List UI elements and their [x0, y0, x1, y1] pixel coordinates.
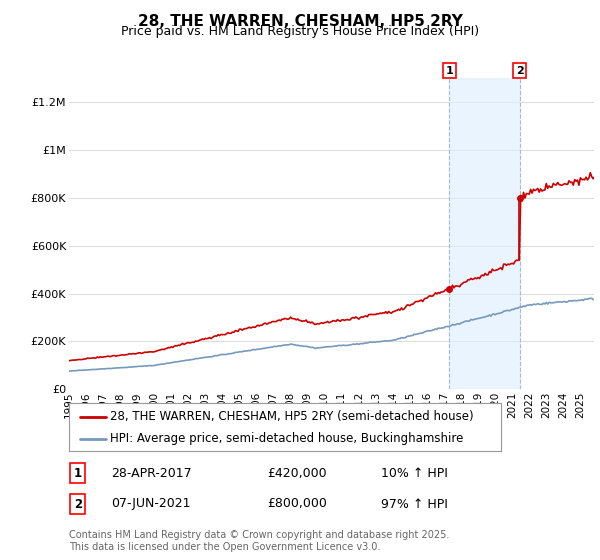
Text: 28-APR-2017: 28-APR-2017: [111, 466, 191, 480]
Text: 1: 1: [446, 66, 454, 76]
Text: 28, THE WARREN, CHESHAM, HP5 2RY (semi-detached house): 28, THE WARREN, CHESHAM, HP5 2RY (semi-d…: [110, 410, 473, 423]
Text: 07-JUN-2021: 07-JUN-2021: [111, 497, 191, 511]
Text: Price paid vs. HM Land Registry's House Price Index (HPI): Price paid vs. HM Land Registry's House …: [121, 25, 479, 38]
Text: 10% ↑ HPI: 10% ↑ HPI: [381, 466, 448, 480]
Text: 1: 1: [74, 466, 82, 480]
Text: £800,000: £800,000: [267, 497, 327, 511]
Text: Contains HM Land Registry data © Crown copyright and database right 2025.
This d: Contains HM Land Registry data © Crown c…: [69, 530, 449, 552]
Text: £420,000: £420,000: [267, 466, 326, 480]
Text: 2: 2: [516, 66, 524, 76]
Text: 97% ↑ HPI: 97% ↑ HPI: [381, 497, 448, 511]
Text: 2: 2: [74, 497, 82, 511]
Text: HPI: Average price, semi-detached house, Buckinghamshire: HPI: Average price, semi-detached house,…: [110, 432, 463, 445]
Text: 28, THE WARREN, CHESHAM, HP5 2RY: 28, THE WARREN, CHESHAM, HP5 2RY: [137, 14, 463, 29]
Bar: [449, 78, 520, 389]
